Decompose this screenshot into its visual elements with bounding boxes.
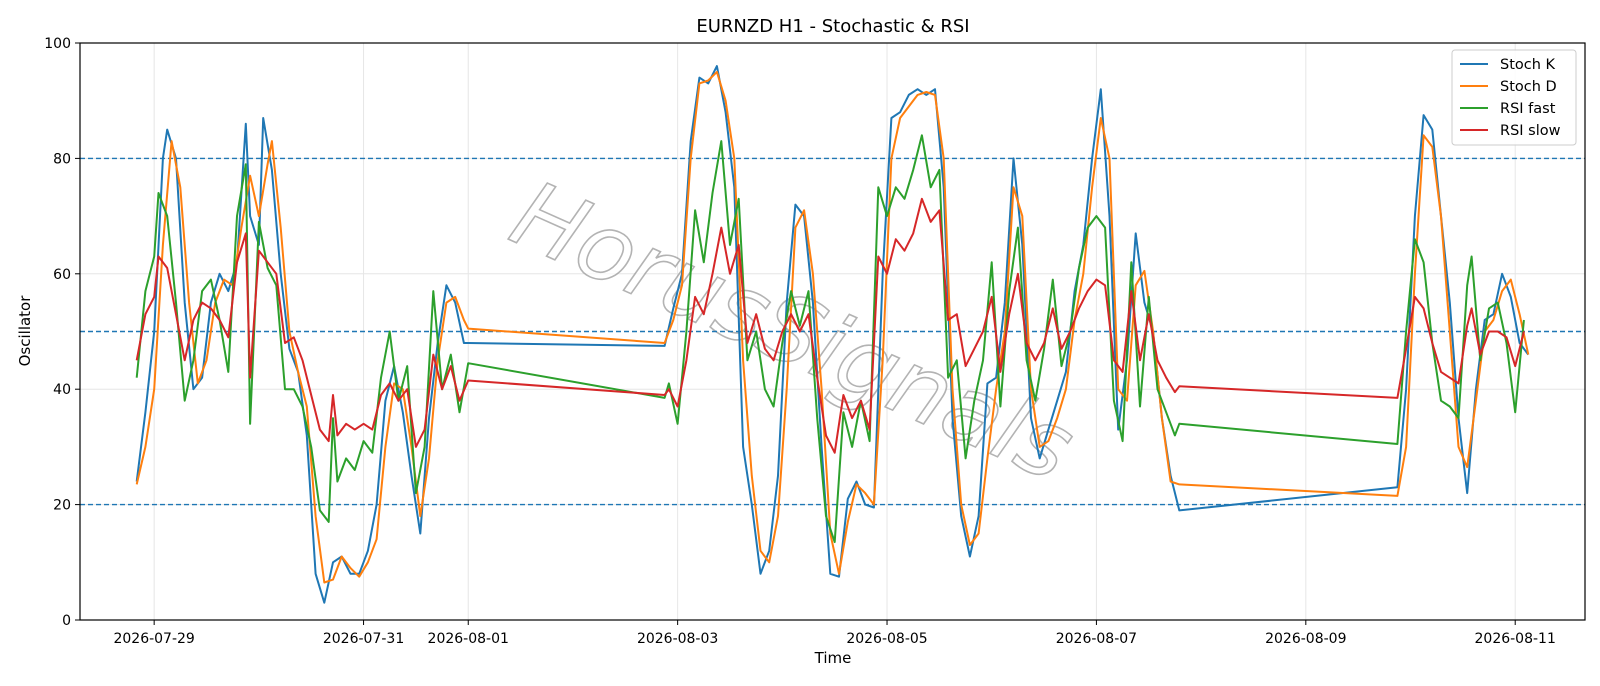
x-tick-label: 2026-08-09 — [1265, 631, 1346, 647]
y-tick-label: 0 — [62, 613, 71, 629]
legend-label: Stoch D — [1500, 79, 1557, 95]
x-tick-label: 2026-08-03 — [637, 631, 718, 647]
y-tick-label: 40 — [53, 382, 71, 398]
legend-label: Stoch K — [1500, 57, 1556, 73]
plot-frame — [79, 42, 1586, 621]
y-axis-title: Oscillator — [16, 295, 34, 367]
x-tick-label: 2026-08-07 — [1056, 631, 1137, 647]
x-tick-label: 2026-08-11 — [1475, 631, 1556, 647]
y-axis-ticks: 0 20 40 60 80 100 — [44, 36, 80, 629]
y-tick-label: 20 — [53, 498, 71, 514]
legend-box — [1451, 49, 1577, 146]
y-tick-label: 100 — [44, 36, 71, 52]
legend-label: RSI slow — [1500, 123, 1561, 139]
reference-lines — [80, 157, 1585, 506]
series-line-rsi-fast — [135, 134, 1525, 544]
x-tick-label: 2026-07-31 — [323, 631, 404, 647]
series-line-rsi-slow — [135, 197, 1525, 454]
x-tick-label: 2026-07-29 — [113, 631, 194, 647]
y-tick-label: 80 — [53, 151, 71, 167]
x-tick-label: 2026-08-01 — [428, 631, 509, 647]
y-tick-label: 60 — [53, 267, 71, 283]
x-axis-ticks: 2026-07-29 2026-07-31 2026-08-01 2026-08-03… — [113, 620, 1556, 647]
x-axis-title: Time — [814, 649, 852, 667]
x-tick-label: 2026-08-05 — [846, 631, 927, 647]
legend-label: RSI fast — [1500, 101, 1556, 117]
legend: Stoch K Stoch D RSI fast RSI slow — [1451, 49, 1577, 146]
chart-title: EURNZD H1 - Stochastic & RSI — [696, 16, 969, 37]
series-lines — [135, 65, 1530, 604]
